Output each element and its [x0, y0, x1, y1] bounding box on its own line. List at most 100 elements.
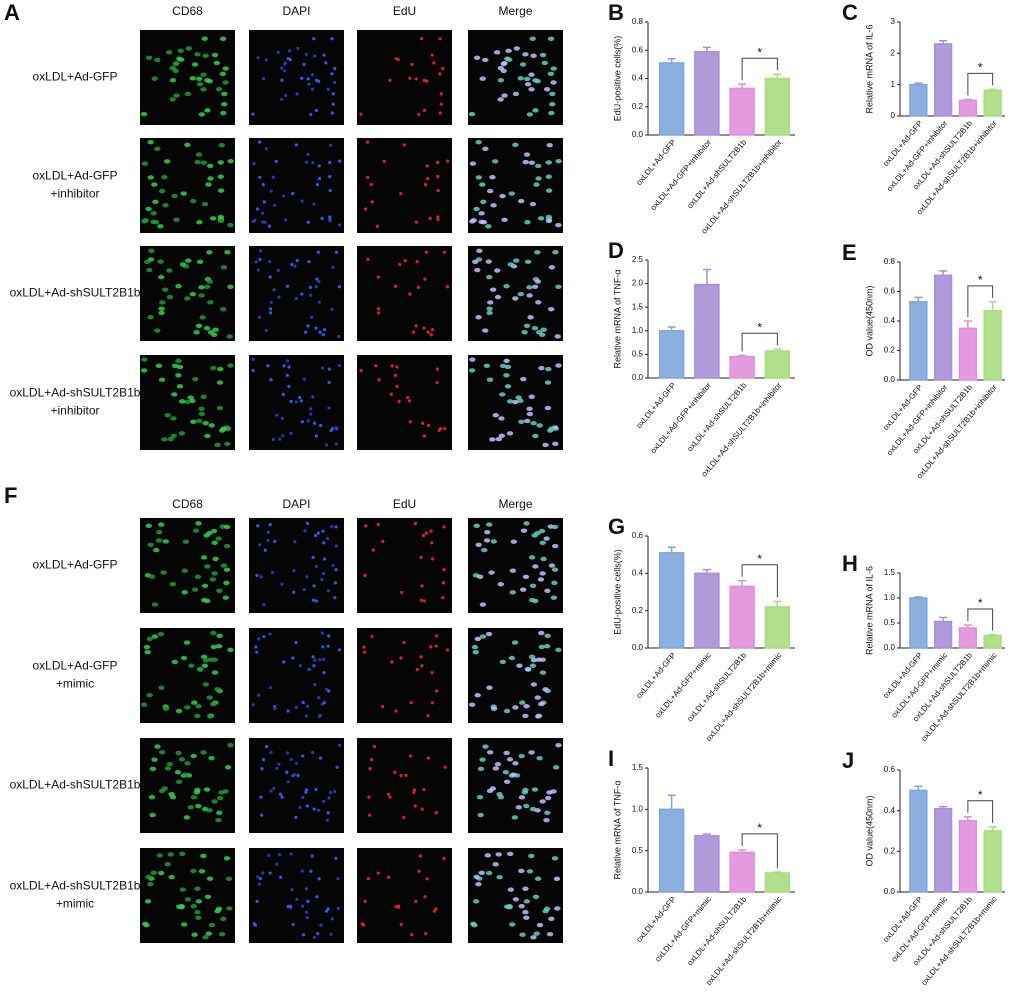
cell: [161, 437, 168, 442]
cell: [190, 868, 197, 874]
nucleus: [291, 656, 295, 660]
nucleus: [305, 160, 309, 164]
nucleus: [424, 932, 428, 936]
cell: [155, 363, 163, 368]
nucleus: [306, 899, 310, 903]
bar: [933, 274, 953, 381]
panel-label: C: [842, 0, 858, 25]
nucleus: [360, 922, 364, 926]
nucleus: [382, 159, 386, 163]
nucleus: [441, 596, 445, 600]
cell: [222, 595, 230, 600]
bar: [909, 83, 928, 117]
cell: [499, 363, 507, 369]
cell: [485, 224, 492, 229]
cell: [171, 659, 179, 665]
error-bar: [702, 268, 711, 285]
micrograph: [249, 518, 344, 613]
bar: [694, 50, 720, 136]
cell: [526, 112, 534, 117]
nucleus: [280, 97, 284, 102]
nucleus: [262, 634, 266, 639]
cell: [203, 533, 210, 538]
cell: [156, 853, 163, 858]
nucleus: [251, 357, 255, 362]
nucleus: [337, 334, 341, 339]
nucleus: [317, 176, 322, 181]
cell: [198, 869, 206, 874]
cell: [210, 701, 217, 707]
cell: [148, 574, 156, 579]
error-bar: [939, 616, 948, 622]
nucleus: [421, 421, 425, 425]
cell: [202, 935, 209, 940]
cell: [491, 159, 499, 164]
nucleus: [318, 330, 322, 334]
cell: [215, 87, 223, 92]
y-axis-title: Relative mRNA of TNF-α: [612, 269, 622, 368]
panel-label: D: [608, 238, 624, 263]
cell: [161, 175, 168, 180]
cell: [550, 595, 558, 600]
cell: [492, 413, 499, 418]
cell: [499, 659, 507, 665]
nucleus: [275, 413, 279, 417]
cell: [539, 540, 546, 546]
nucleus: [308, 285, 312, 289]
nucleus: [414, 220, 419, 224]
nucleus: [329, 143, 333, 147]
cell: [545, 160, 552, 165]
nucleus: [364, 524, 368, 528]
significance-bracket: [741, 332, 778, 352]
cell: [523, 803, 530, 809]
cell: [151, 182, 158, 187]
significance-mark: *: [978, 596, 983, 610]
bar: [958, 820, 978, 893]
cell: [530, 421, 537, 426]
cell: [534, 79, 541, 84]
y-tick-label: 0.5: [632, 350, 644, 359]
nucleus: [306, 419, 310, 423]
cell: [212, 556, 219, 562]
cell: [512, 296, 519, 301]
cell: [530, 658, 538, 663]
cell: [550, 80, 557, 85]
x-tick-label: oxLDL+Ad-GFP+inhibitor: [649, 381, 714, 456]
cell: [494, 761, 502, 767]
cell: [544, 588, 551, 593]
cell: [475, 257, 483, 262]
nucleus: [396, 904, 401, 908]
nucleus: [257, 637, 261, 641]
cell: [468, 368, 476, 373]
cell: [195, 323, 203, 329]
nucleus: [264, 745, 269, 749]
y-tick-label: 1.0: [632, 326, 644, 335]
nucleus: [328, 160, 332, 165]
cell: [540, 556, 547, 562]
cell: [200, 750, 207, 755]
cell: [198, 112, 206, 117]
cell: [220, 110, 227, 116]
cell: [162, 203, 169, 208]
cell: [151, 757, 158, 762]
nucleus: [276, 268, 280, 273]
cell: [157, 259, 164, 264]
cell: [534, 250, 541, 255]
nucleus: [375, 224, 379, 228]
cell: [217, 174, 224, 179]
cell: [196, 82, 204, 87]
cell: [551, 856, 559, 861]
y-axis-title: Relative mRNA of TNF-α: [612, 780, 622, 879]
nucleus: [263, 548, 267, 552]
cell: [512, 897, 520, 902]
cell: [207, 176, 214, 181]
cell: [534, 695, 541, 700]
nucleus: [328, 219, 332, 223]
cell: [524, 259, 532, 264]
cell: [487, 300, 494, 305]
cell: [216, 633, 223, 639]
nucleus: [410, 62, 414, 67]
cell: [213, 60, 221, 66]
nucleus: [264, 328, 268, 333]
cell: [549, 102, 556, 107]
